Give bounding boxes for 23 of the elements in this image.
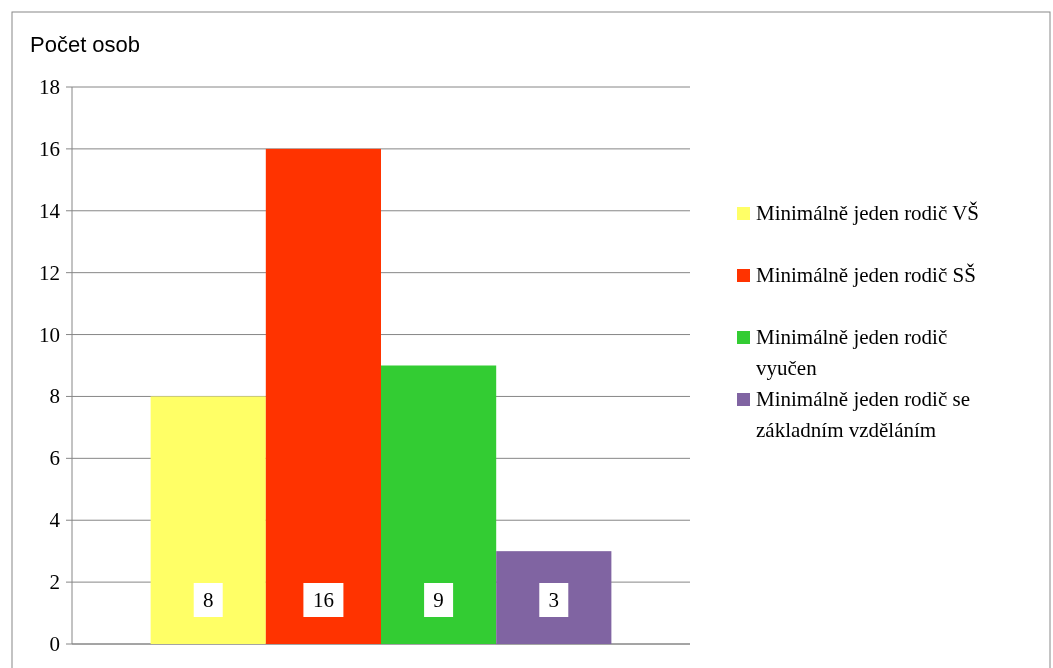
y-tick-label: 10 — [39, 322, 60, 347]
y-tick-label: 18 — [39, 75, 60, 99]
y-tick-label: 8 — [49, 384, 60, 409]
y-tick-label: 2 — [49, 570, 60, 595]
bar — [496, 551, 612, 644]
legend-label: Minimálně jeden rodič VŠ — [756, 201, 979, 225]
y-axis-title: Počet osob — [30, 32, 141, 57]
y-tick-label: 4 — [49, 508, 61, 533]
bar — [381, 365, 497, 644]
y-tick-label: 16 — [39, 136, 60, 161]
legend-label: Minimálně jeden rodič SŠ — [756, 263, 976, 287]
y-tick-label: 6 — [49, 446, 60, 471]
data-label: 8 — [202, 588, 214, 612]
bar — [150, 396, 266, 644]
data-label: 16 — [312, 588, 334, 612]
legend-label: Minimálně jeden rodič se základním vzděláním — [756, 387, 971, 442]
data-label: 9 — [433, 588, 444, 612]
legend-label: Minimálně jeden rodič vyučen — [756, 325, 948, 380]
data-label: 3 — [548, 588, 560, 612]
y-tick-label: 12 — [39, 260, 60, 285]
y-tick-label: 14 — [39, 198, 61, 223]
bar — [265, 148, 381, 644]
y-tick-label: 0 — [49, 632, 60, 656]
